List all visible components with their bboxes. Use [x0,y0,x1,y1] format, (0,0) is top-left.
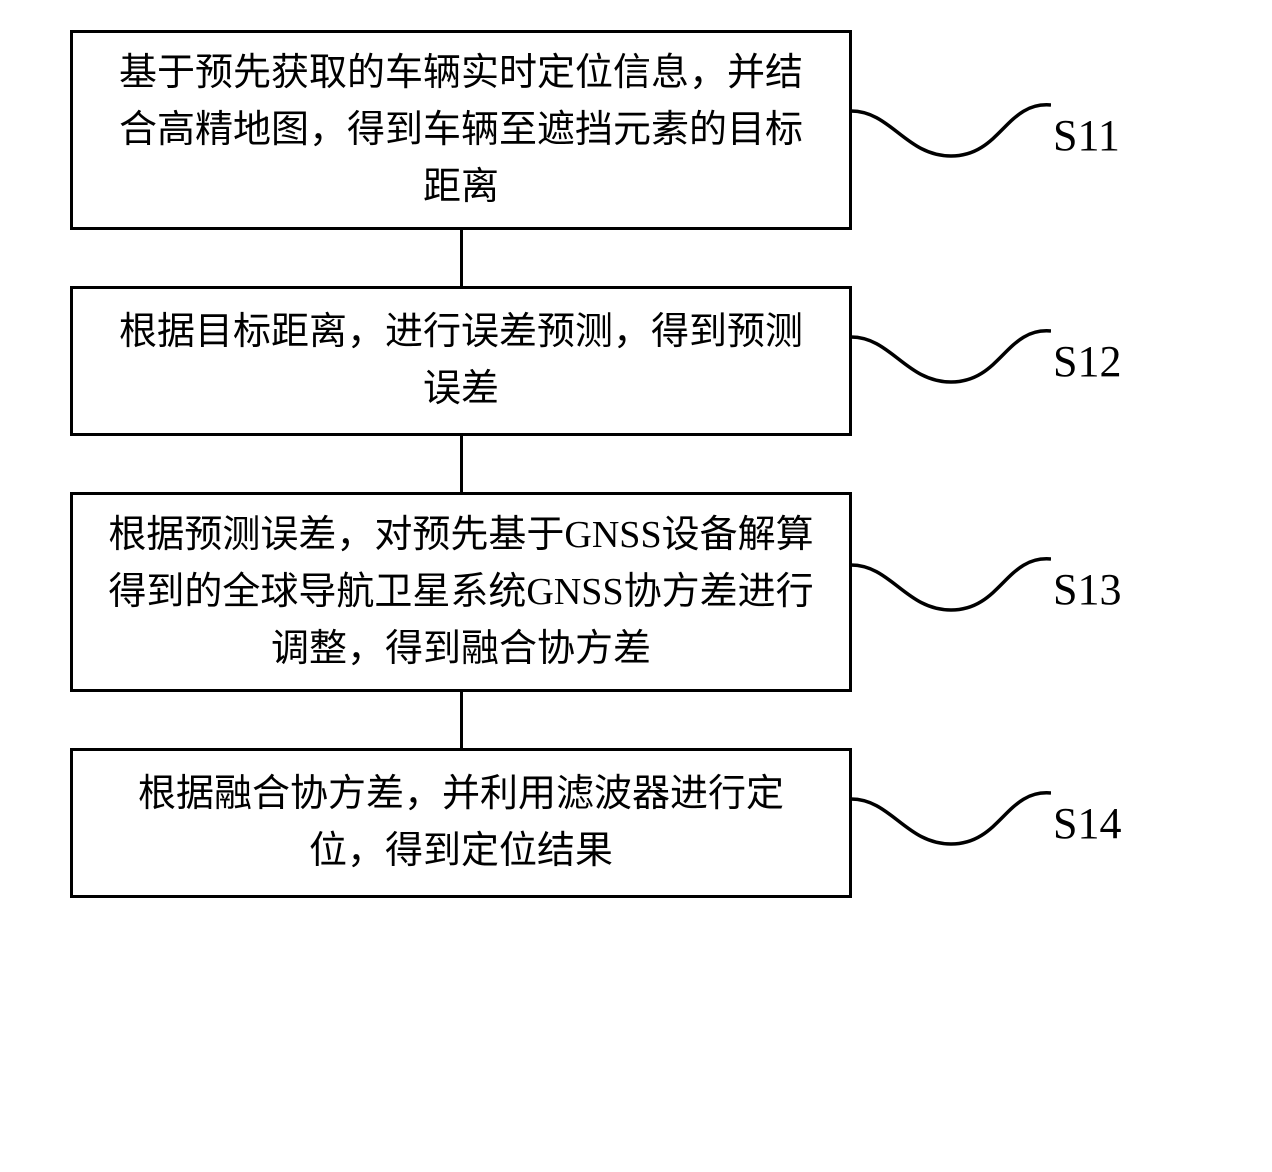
step-text: 根据目标距离，进行误差预测，得到预测误差 [103,304,819,418]
step-label-text: S13 [1053,557,1121,623]
step-label-s11: S11 [851,101,1120,171]
flowchart-container: 基于预先获取的车辆实时定位信息，并结合高精地图，得到车辆至遮挡元素的目标距离 S1… [70,30,1200,898]
step-text: 根据融合协方差，并利用滤波器进行定位，得到定位结果 [103,766,819,880]
step-label-s13: S13 [851,555,1121,625]
step-box-s14: 根据融合协方差，并利用滤波器进行定位，得到定位结果S14 [70,748,852,898]
step-text: 基于预先获取的车辆实时定位信息，并结合高精地图，得到车辆至遮挡元素的目标距离 [103,45,819,216]
connector-line [460,436,463,492]
curve-connector-icon [851,789,1051,859]
step-box-s13: 根据预测误差，对预先基于GNSS设备解算得到的全球导航卫星系统GNSS协方差进行… [70,492,852,692]
curve-connector-icon [851,327,1051,397]
curve-connector-icon [851,101,1051,171]
curve-connector-icon [851,555,1051,625]
step-box-s11: 基于预先获取的车辆实时定位信息，并结合高精地图，得到车辆至遮挡元素的目标距离S1… [70,30,852,230]
step-label-text: S14 [1053,791,1121,857]
step-text: 根据预测误差，对预先基于GNSS设备解算得到的全球导航卫星系统GNSS协方差进行… [103,507,819,678]
connector-line [460,692,463,748]
step-label-s12: S12 [851,327,1121,397]
step-label-text: S12 [1053,329,1121,395]
step-label-s14: S14 [851,789,1121,859]
step-box-s12: 根据目标距离，进行误差预测，得到预测误差S12 [70,286,852,436]
step-label-text: S11 [1053,103,1120,169]
connector-line [460,230,463,286]
